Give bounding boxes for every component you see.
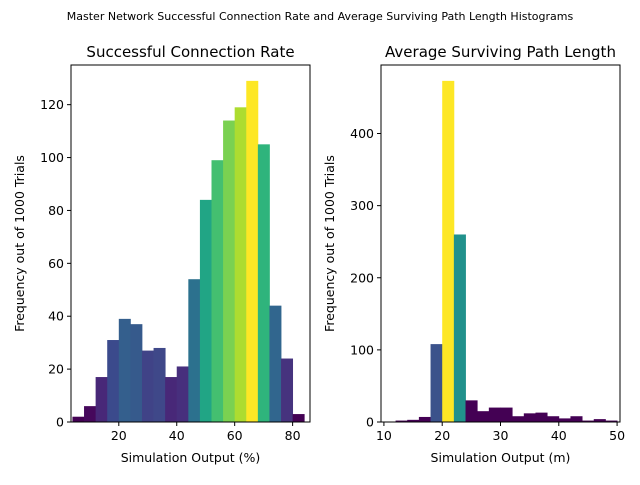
histogram-bar — [395, 420, 408, 422]
x-tick-label: 20 — [111, 428, 127, 443]
histogram-bar — [257, 144, 270, 423]
y-tick-label: 300 — [350, 198, 374, 213]
x-tick-label: 20 — [434, 428, 450, 443]
y-tick-label: 40 — [48, 309, 64, 324]
x-tick-label: 60 — [227, 428, 243, 443]
y-tick-label: 0 — [56, 415, 64, 430]
histogram-bar — [281, 358, 294, 422]
histogram-bar — [165, 377, 178, 422]
histogram-bar — [488, 407, 501, 422]
x-tick-label: 10 — [376, 428, 392, 443]
histogram-bar — [523, 413, 536, 422]
histogram-bar — [453, 234, 466, 422]
figure-suptitle: Master Network Successful Connection Rat… — [67, 10, 574, 23]
y-tick-label: 100 — [40, 150, 64, 165]
histogram-bar — [442, 80, 455, 422]
x-tick-label: 80 — [285, 428, 301, 443]
histogram-bar — [292, 414, 305, 422]
axes-frame — [70, 64, 311, 423]
histogram-bar — [246, 80, 259, 422]
y-axis-label: Frequency out of 1000 Trials — [12, 155, 27, 332]
chart-title: Average Surviving Path Length — [385, 43, 616, 61]
histogram-bar — [72, 416, 85, 422]
y-tick-label: 20 — [48, 362, 64, 377]
histogram-bar — [188, 279, 201, 422]
histogram-bar — [153, 347, 166, 422]
histogram-bar — [418, 416, 431, 422]
chart-successful-connection-rate: 20 40 60 80 0 20 40 60 80 100 120 Successful Connec… — [12, 43, 311, 465]
histogram-bar — [477, 411, 490, 422]
x-tick-label: 30 — [493, 428, 509, 443]
x-tick-label: 40 — [551, 428, 567, 443]
y-tick-label: 0 — [366, 415, 374, 430]
histogram-bar — [199, 199, 212, 422]
histogram-bar — [430, 344, 443, 422]
histogram-bar — [512, 416, 525, 422]
histogram-bar — [558, 418, 571, 422]
histogram-bar — [547, 416, 560, 422]
histogram-bar — [582, 420, 595, 422]
x-axis-label: Simulation Output (%) — [121, 450, 261, 465]
histogram-bar — [605, 420, 618, 422]
histogram-bar — [118, 318, 131, 422]
y-tick-label: 100 — [350, 342, 374, 357]
axes-frame — [380, 64, 621, 423]
y-tick-label: 200 — [350, 270, 374, 285]
histogram-bar — [269, 305, 282, 422]
histogram-bar — [570, 416, 583, 422]
histogram-bar — [223, 120, 236, 423]
chart-average-surviving-path-length: 10 20 30 40 50 0 100 200 300 400 Average Surviving… — [322, 43, 625, 465]
histogram-bar — [95, 377, 108, 422]
y-tick-label: 60 — [48, 256, 64, 271]
histogram-bar — [211, 160, 224, 422]
histogram-bar — [407, 419, 420, 422]
y-tick-label: 400 — [350, 126, 374, 141]
histogram-bar — [234, 107, 247, 423]
x-tick-label: 40 — [169, 428, 185, 443]
chart-title: Successful Connection Rate — [86, 43, 294, 61]
x-tick-label: 50 — [609, 428, 625, 443]
histogram-bar — [130, 324, 143, 422]
histogram-bar — [500, 407, 513, 422]
histogram-bar — [176, 366, 189, 422]
histogram-bar — [84, 406, 97, 422]
y-tick-label: 120 — [40, 97, 64, 112]
x-axis-label: Simulation Output (m) — [431, 450, 571, 465]
histogram-bar — [535, 412, 548, 422]
y-tick-label: 80 — [48, 203, 64, 218]
histogram-bar — [465, 400, 478, 422]
histogram-bar — [593, 419, 606, 422]
y-axis-label: Frequency out of 1000 Trials — [322, 155, 337, 332]
histogram-bar — [107, 340, 120, 422]
histogram-bar — [141, 350, 154, 422]
